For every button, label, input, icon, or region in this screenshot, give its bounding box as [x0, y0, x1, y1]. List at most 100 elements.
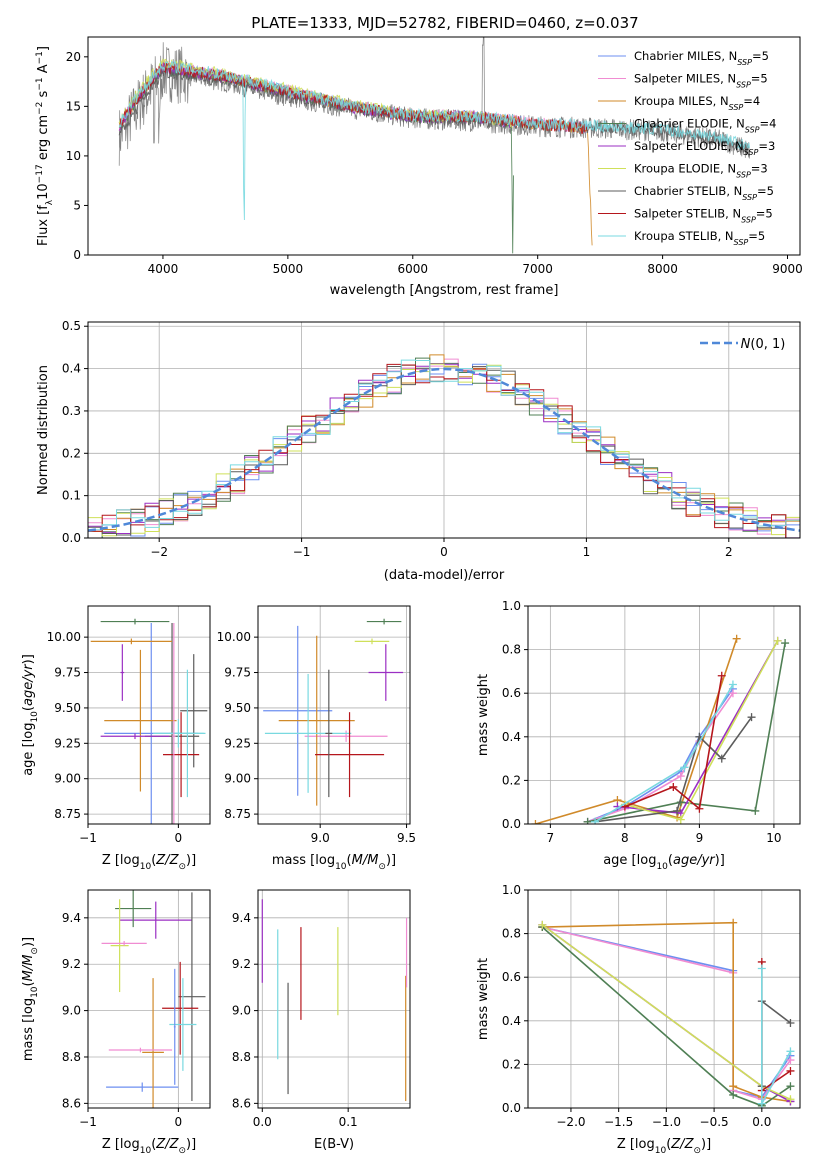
mass-weight-marker: [786, 1066, 795, 1075]
axes-age-vs-Z: −1 0 8.75 9.00 9.25 9.50 9.75 10.00: [47, 605, 211, 845]
x-tick-label: −1.5: [604, 1115, 633, 1129]
axes-mass-vs-EBV: 0.0 0.1 8.6 8.8 9.0 9.2 9.4: [232, 889, 411, 1129]
plot-area: [531, 634, 790, 824]
mass-weight-marker: [729, 918, 738, 927]
plot-area: [118, 37, 751, 254]
axes-frame: [87, 36, 801, 256]
plot-area: [101, 890, 206, 1108]
axes-frame: [87, 321, 801, 539]
y-tick-label: 20: [66, 50, 81, 64]
age-vs-Z-y-label: age [log10(age/yr)]: [21, 654, 40, 776]
x-tick-label: −0.5: [700, 1115, 729, 1129]
mass-weight-line: [587, 642, 786, 823]
mass-weight-marker: [757, 964, 766, 973]
figure-title: PLATE=1333, MJD=52782, FIBERID=0460, z=0…: [251, 14, 638, 32]
residuals-x-label: (data-model)/error: [384, 568, 505, 583]
axes-spectrum: 4000 5000 6000 7000 8000 9000 0 5 10 15 20 Chabrier…: [66, 36, 803, 276]
y-tick-label: 0.0: [62, 531, 81, 545]
x-tick-label: 0.0: [253, 1115, 272, 1129]
axes-massweight-vs-age: 7 8 9 10 0.0 0.2 0.4 0.6 0.8 1.0: [502, 599, 801, 845]
y-tick-label: 9.2: [232, 957, 251, 971]
massweight-vs-Z-x-label: Z [log10(Z/Z⊙)]: [617, 1137, 711, 1156]
plot-area: [90, 618, 208, 824]
y-tick-label: 0.5: [62, 319, 81, 333]
mass-weight-marker: [538, 920, 547, 929]
y-tick-label: 8.6: [62, 1096, 81, 1110]
mass-vs-EBV-x-label: E(B-V): [314, 1137, 354, 1152]
massweight-vs-age-x-label: age [log10(age/yr)]: [603, 853, 725, 872]
y-tick-label: 9.75: [224, 666, 251, 680]
legend-label: Salpeter ELODIE, NSSP=3: [634, 139, 775, 157]
x-tick-label: 4000: [148, 262, 179, 276]
spectrum-x-label: wavelength [Angstrom, rest frame]: [330, 283, 559, 298]
x-tick-label: 8000: [647, 262, 678, 276]
x-tick-label: 0.0: [752, 1115, 771, 1129]
mass-weight-marker: [717, 754, 726, 763]
legend-label: Chabrier MILES, NSSP=5: [634, 49, 769, 67]
axes-frame: [257, 605, 411, 825]
y-tick-label: 0.8: [502, 927, 521, 941]
mass-weight-marker: [717, 671, 726, 680]
y-tick-label: 0.6: [502, 686, 521, 700]
mass-weight-line: [624, 675, 723, 811]
axes-age-vs-mass: 9.0 9.5 8.75 9.00 9.25 9.50 9.75 10.00: [217, 605, 416, 845]
mass-weight-marker: [781, 639, 790, 648]
x-tick-label: 8: [621, 831, 629, 845]
mass-weight-marker: [751, 806, 760, 815]
mass-weight-marker: [729, 1090, 738, 1099]
y-tick-label: 8.75: [54, 807, 81, 821]
y-tick-label: 0.1: [62, 489, 81, 503]
plot-area: [263, 618, 404, 806]
mass-weight-line: [761, 961, 791, 1093]
mass-weight-marker: [531, 820, 540, 824]
x-tick-label: −2.0: [556, 1115, 585, 1129]
x-tick-label: 0: [175, 1115, 183, 1129]
plot-area: [538, 918, 795, 1108]
mass-weight-marker: [695, 804, 704, 813]
spectrum-legend: Chabrier MILES, NSSP=5 Salpeter MILES, NS…: [598, 49, 776, 247]
mass-weight-marker: [591, 817, 600, 824]
age-vs-Z-x-label: Z [log10(Z/Z⊙)]: [102, 853, 196, 872]
y-tick-label: 9.00: [224, 772, 251, 786]
y-tick-label: 0.0: [502, 817, 521, 831]
x-tick-label: 9.0: [311, 831, 330, 845]
y-tick-label: 8.75: [224, 807, 251, 821]
y-tick-label: 8.6: [232, 1096, 251, 1110]
y-tick-label: 9.0: [232, 1004, 251, 1018]
mass-weight-marker: [680, 763, 689, 772]
mass-weight-marker: [728, 689, 737, 698]
y-tick-label: 0.4: [62, 362, 81, 376]
axes-frame: [87, 889, 211, 1109]
mass-vs-Z-y-label: mass [log10(M/M⊙)]: [21, 937, 40, 1061]
axes-massweight-vs-Z: −2.0 −1.5 −1.0 −0.5 0.0 0.0 0.2 0.4 0.6 0.8 1.0: [502, 883, 801, 1129]
mass-weight-marker: [732, 634, 741, 643]
x-tick-label: 0: [440, 545, 448, 559]
y-tick-label: 10.00: [47, 630, 81, 644]
residual-histogram: [88, 363, 800, 538]
axes-frame: [527, 605, 801, 825]
x-tick-label: 7000: [522, 262, 553, 276]
mass-weight-marker: [583, 817, 592, 824]
mass-weight-marker: [786, 1082, 795, 1091]
x-tick-label: 2: [725, 545, 733, 559]
legend-label: Kroupa STELIB, NSSP=5: [634, 229, 765, 247]
x-tick-label: −1: [79, 831, 97, 845]
mass-weight-line: [761, 968, 792, 1104]
y-tick-label: 0.3: [62, 404, 81, 418]
residuals-y-label: Normed distribution: [36, 365, 51, 495]
model-spectrum-line: [118, 61, 593, 246]
x-tick-label: −1.0: [652, 1115, 681, 1129]
axes-residuals: −2 −1 0 1 2 0.0 0.1 0.2 0.3 0.4 0.5 N(0, 1): [62, 319, 801, 559]
y-tick-label: 0.8: [502, 643, 521, 657]
x-tick-label: 9: [696, 831, 704, 845]
x-tick-label: 10: [766, 831, 781, 845]
y-tick-label: 1.0: [502, 599, 521, 613]
massweight-vs-age-y-label: mass weight: [476, 674, 491, 756]
y-tick-label: 9.25: [54, 736, 81, 750]
x-tick-label: 7: [547, 831, 555, 845]
y-tick-label: 0.2: [502, 1057, 521, 1071]
plot-area: [88, 354, 800, 538]
x-tick-label: 0: [175, 831, 183, 845]
mass-weight-marker: [757, 1099, 766, 1108]
y-tick-label: 1.0: [502, 883, 521, 897]
